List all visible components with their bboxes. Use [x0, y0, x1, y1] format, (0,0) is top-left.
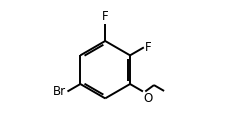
- Text: Br: Br: [53, 85, 66, 98]
- Text: O: O: [143, 92, 152, 105]
- Text: F: F: [144, 41, 151, 54]
- Text: F: F: [101, 10, 108, 23]
